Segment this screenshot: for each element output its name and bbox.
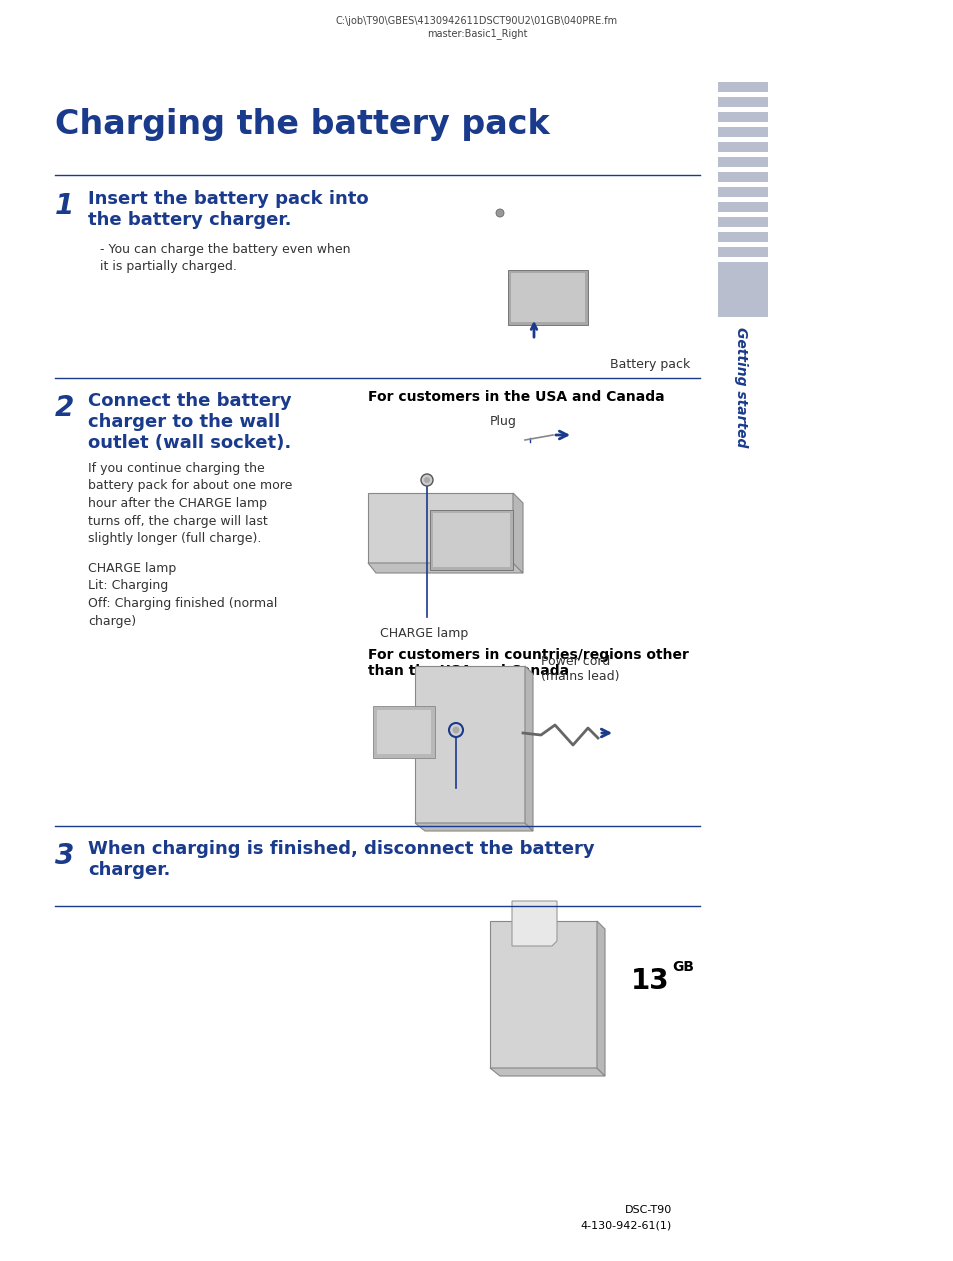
Bar bbox=[718, 97, 767, 107]
Text: Insert the battery pack into
the battery charger.: Insert the battery pack into the battery… bbox=[88, 190, 368, 228]
Bar bbox=[718, 127, 767, 137]
Circle shape bbox=[452, 726, 459, 734]
Text: 1: 1 bbox=[55, 192, 74, 219]
Bar bbox=[511, 272, 584, 322]
Text: Charging the battery pack: Charging the battery pack bbox=[55, 108, 549, 141]
Bar bbox=[718, 232, 767, 242]
Bar bbox=[718, 187, 767, 197]
Bar bbox=[718, 82, 767, 92]
Bar bbox=[718, 247, 767, 257]
Text: Plug: Plug bbox=[490, 415, 517, 427]
Bar bbox=[718, 202, 767, 212]
Bar bbox=[718, 217, 767, 227]
Polygon shape bbox=[512, 902, 557, 946]
Circle shape bbox=[496, 209, 503, 217]
Text: For customers in the USA and Canada: For customers in the USA and Canada bbox=[368, 390, 664, 404]
Polygon shape bbox=[368, 562, 522, 572]
Bar bbox=[718, 158, 767, 166]
Bar bbox=[718, 142, 767, 153]
Bar bbox=[507, 270, 587, 325]
Text: 2: 2 bbox=[55, 393, 74, 422]
Text: If you continue charging the
battery pack for about one more
hour after the CHAR: If you continue charging the battery pac… bbox=[88, 462, 292, 545]
Bar bbox=[430, 509, 513, 570]
Text: 13: 13 bbox=[631, 967, 669, 995]
Bar bbox=[373, 706, 435, 758]
Circle shape bbox=[420, 474, 433, 485]
Text: For customers in countries/regions other
than the USA and Canada: For customers in countries/regions other… bbox=[368, 648, 688, 678]
Text: Connect the battery
charger to the wall
outlet (wall socket).: Connect the battery charger to the wall … bbox=[88, 392, 292, 451]
Text: CHARGE lamp
Lit: Charging
Off: Charging finished (normal
charge): CHARGE lamp Lit: Charging Off: Charging … bbox=[88, 562, 277, 628]
Text: C:\job\T90\GBES\4130942611DSCT90U2\01GB\040PRE.fm: C:\job\T90\GBES\4130942611DSCT90U2\01GB\… bbox=[335, 16, 618, 26]
Text: CHARGE lamp: CHARGE lamp bbox=[422, 794, 511, 808]
Text: GB: GB bbox=[671, 960, 693, 973]
Circle shape bbox=[449, 723, 462, 736]
Text: master:Basic1_Right: master:Basic1_Right bbox=[426, 28, 527, 39]
Polygon shape bbox=[513, 493, 522, 572]
Polygon shape bbox=[490, 1068, 604, 1076]
Circle shape bbox=[423, 477, 430, 483]
Bar bbox=[376, 710, 431, 754]
Text: Getting started: Getting started bbox=[733, 327, 747, 448]
Polygon shape bbox=[490, 921, 597, 1068]
Text: - You can charge the battery even when
it is partially charged.: - You can charge the battery even when i… bbox=[100, 243, 350, 272]
Polygon shape bbox=[415, 823, 533, 831]
Text: 4-130-942-61(1): 4-130-942-61(1) bbox=[580, 1219, 671, 1229]
Polygon shape bbox=[368, 493, 513, 562]
Text: Power cord
(mains lead): Power cord (mains lead) bbox=[540, 654, 618, 683]
Text: DSC-T90: DSC-T90 bbox=[624, 1206, 671, 1216]
Text: Battery pack: Battery pack bbox=[609, 358, 690, 371]
Polygon shape bbox=[524, 666, 533, 831]
Bar bbox=[718, 262, 767, 317]
Polygon shape bbox=[415, 666, 524, 823]
Bar bbox=[433, 513, 510, 567]
Bar bbox=[718, 112, 767, 122]
Text: When charging is finished, disconnect the battery
charger.: When charging is finished, disconnect th… bbox=[88, 840, 594, 879]
Polygon shape bbox=[597, 921, 604, 1076]
Text: CHARGE lamp: CHARGE lamp bbox=[379, 627, 468, 641]
Text: 3: 3 bbox=[55, 842, 74, 870]
Bar bbox=[718, 171, 767, 182]
